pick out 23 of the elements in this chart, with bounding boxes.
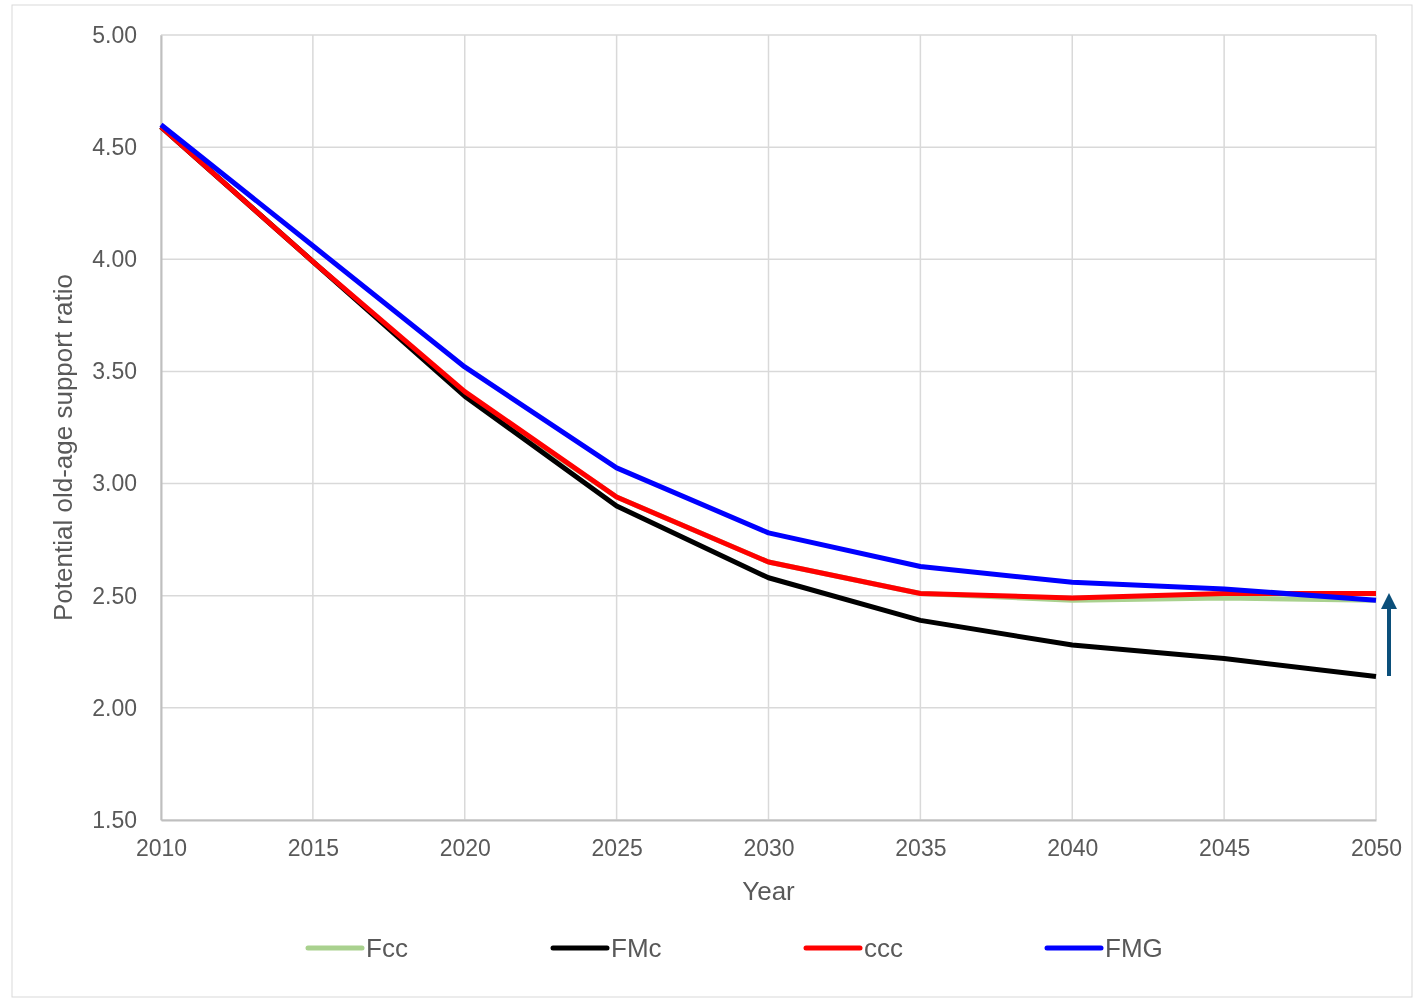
y-tick-label: 3.00 [92,470,137,497]
y-axis-title: Potential old-age support ratio [48,274,78,621]
legend-label: ccc [864,933,903,963]
x-tick-label: 2030 [743,835,795,862]
y-tick-label: 5.00 [92,21,137,48]
y-tick-label: 4.00 [92,246,137,273]
y-tick-label: 3.50 [92,358,137,385]
x-tick-label: 2015 [287,835,339,862]
x-tick-label: 2010 [135,835,188,862]
x-tick-label: 2050 [1350,835,1403,862]
x-tick-label: 2040 [1047,835,1099,862]
legend-label: FMG [1105,933,1163,963]
x-tick-label: 2045 [1199,835,1251,862]
legend-label: Fcc [366,933,408,963]
x-axis-title: Year [742,876,796,906]
y-tick-label: 1.50 [92,806,137,833]
y-tick-label: 4.50 [92,134,137,160]
x-tick-label: 2025 [591,835,643,862]
legend-label: FMc [611,933,662,963]
x-tick-label: 2035 [895,835,947,862]
y-tick-label: 2.50 [92,582,137,609]
x-tick-label: 2020 [439,835,491,862]
y-tick-label: 2.00 [92,694,137,721]
